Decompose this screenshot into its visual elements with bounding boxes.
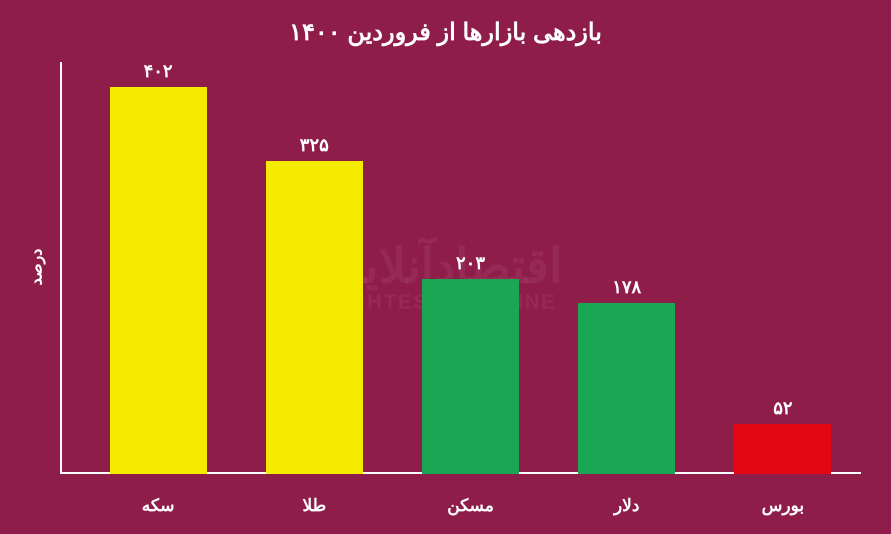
bar-slot: ۳۲۵ xyxy=(236,70,392,474)
bar-slot: ۵۲ xyxy=(705,70,861,474)
chart-container: بازدهی بازارها از فروردین ۱۴۰۰ درصد اقتص… xyxy=(0,0,891,534)
bar-2: ۲۰۳ xyxy=(422,279,519,474)
bar-3: ۱۷۸ xyxy=(578,303,675,474)
bar-value-label: ۳۲۵ xyxy=(300,135,329,156)
bar-slot: ۲۰۳ xyxy=(392,70,548,474)
x-axis-labels: سکه طلا مسکن دلار بورس xyxy=(80,496,861,516)
bar-1: ۳۲۵ xyxy=(266,161,363,474)
chart-title: بازدهی بازارها از فروردین ۱۴۰۰ xyxy=(0,18,891,47)
bars-group: ۴۰۲ ۳۲۵ ۲۰۳ ۱۷۸ ۵۲ xyxy=(80,70,861,474)
bar-value-label: ۲۰۳ xyxy=(456,253,485,274)
x-label: بورس xyxy=(705,496,861,516)
bar-slot: ۱۷۸ xyxy=(549,70,705,474)
plot-area: ۴۰۲ ۳۲۵ ۲۰۳ ۱۷۸ ۵۲ xyxy=(80,70,861,474)
x-label: طلا xyxy=(236,496,392,516)
x-label: سکه xyxy=(80,496,236,516)
x-label: مسکن xyxy=(392,496,548,516)
bar-slot: ۴۰۲ xyxy=(80,70,236,474)
y-axis-label: درصد xyxy=(26,249,46,286)
bar-value-label: ۱۷۸ xyxy=(612,277,641,298)
bar-value-label: ۵۲ xyxy=(773,398,792,419)
x-label: دلار xyxy=(549,496,705,516)
bar-4: ۵۲ xyxy=(734,424,831,474)
y-axis-line xyxy=(60,62,62,474)
bar-0: ۴۰۲ xyxy=(110,87,207,474)
bar-value-label: ۴۰۲ xyxy=(144,61,173,82)
